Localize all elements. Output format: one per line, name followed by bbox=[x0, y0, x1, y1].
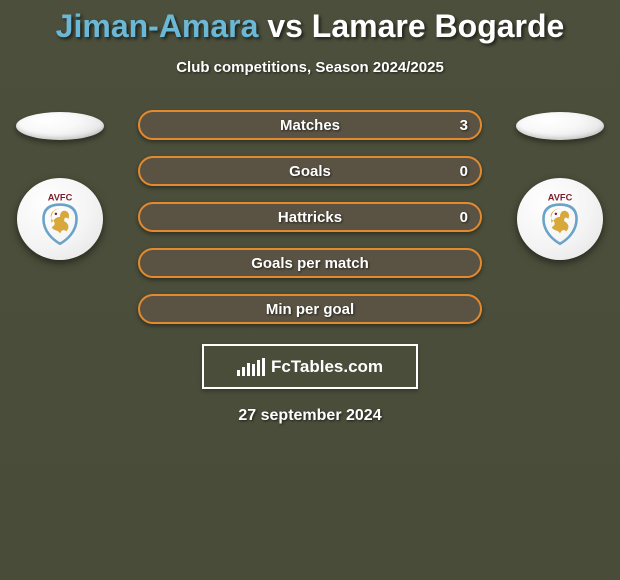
vs-text: vs bbox=[267, 8, 303, 44]
player2-photo-placeholder bbox=[516, 112, 604, 140]
bar-icon-segment bbox=[257, 360, 260, 376]
right-player-column: AVFC bbox=[510, 110, 610, 260]
stat-label: Hattricks bbox=[278, 209, 342, 226]
bar-icon-segment bbox=[262, 358, 265, 376]
stat-row: Min per goal bbox=[138, 294, 482, 324]
stats-table: Matches 3 Goals 0 Hattricks 0 Goals per match M… bbox=[138, 110, 482, 324]
stat-row: Matches 3 bbox=[138, 110, 482, 140]
player1-name: Jiman-Amara bbox=[56, 8, 259, 44]
stat-row: Goals 0 bbox=[138, 156, 482, 186]
bars-icon bbox=[237, 358, 265, 376]
bar-icon-segment bbox=[242, 367, 245, 376]
comparison-title: Jiman-Amara vs Lamare Bogarde bbox=[0, 0, 620, 45]
bar-icon-segment bbox=[237, 370, 240, 376]
left-player-column: AVFC bbox=[10, 110, 110, 260]
player2-name: Lamare Bogarde bbox=[312, 8, 565, 44]
stat-label: Min per goal bbox=[266, 301, 354, 318]
player2-club-badge: AVFC bbox=[517, 178, 603, 260]
stat-value-right: 0 bbox=[460, 163, 468, 180]
stat-value-right: 0 bbox=[460, 209, 468, 226]
svg-text:AVFC: AVFC bbox=[548, 192, 573, 202]
watermark: FcTables.com bbox=[202, 344, 418, 389]
subtitle: Club competitions, Season 2024/2025 bbox=[0, 59, 620, 76]
avfc-crest-icon: AVFC bbox=[529, 188, 591, 250]
stat-label: Matches bbox=[280, 117, 340, 134]
stat-label: Goals bbox=[289, 163, 331, 180]
main-area: AVFC AVFC Matches3Goals0Hattrick bbox=[0, 110, 620, 324]
stat-value-right: 3 bbox=[460, 117, 468, 134]
player1-photo-placeholder bbox=[16, 112, 104, 140]
date-text: 27 september 2024 bbox=[0, 407, 620, 425]
avfc-crest-icon: AVFC bbox=[29, 188, 91, 250]
stat-row: Goals per match bbox=[138, 248, 482, 278]
svg-text:AVFC: AVFC bbox=[48, 192, 73, 202]
stat-label: Goals per match bbox=[251, 255, 369, 272]
stat-row: Hattricks 0 bbox=[138, 202, 482, 232]
bar-icon-segment bbox=[247, 363, 250, 376]
watermark-text: FcTables.com bbox=[271, 357, 383, 377]
bar-icon-segment bbox=[252, 364, 255, 376]
player1-club-badge: AVFC bbox=[17, 178, 103, 260]
